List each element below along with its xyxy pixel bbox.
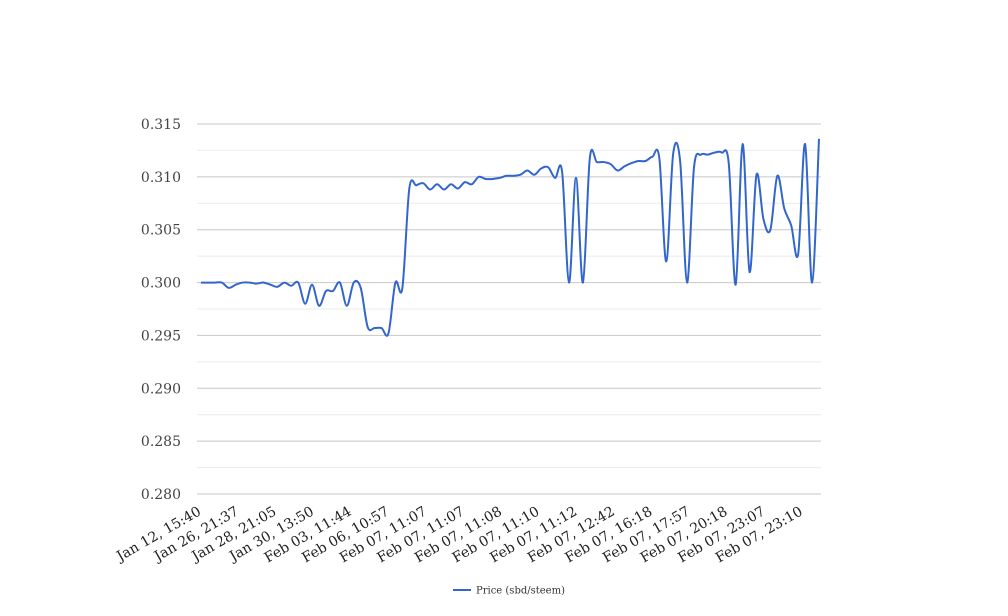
y-tick-label: 0.295 — [141, 328, 181, 344]
y-tick-label: 0.315 — [141, 117, 181, 133]
legend-label-price: Price (sbd/steem) — [476, 586, 565, 597]
y-tick-label: 0.280 — [141, 487, 181, 503]
legend: Price (sbd/steem) — [453, 586, 565, 597]
y-axis: 0.280 0.285 0.290 0.295 0.300 0.305 0.310 0.315 — [141, 117, 181, 503]
y-tick-label: 0.300 — [141, 276, 181, 292]
y-tick-label: 0.290 — [141, 381, 181, 397]
y-tick-label: 0.310 — [141, 170, 181, 186]
y-tick-label: 0.285 — [141, 434, 181, 450]
y-tick-label: 0.305 — [141, 223, 181, 239]
series-line-price — [201, 138, 820, 337]
series-layer — [201, 138, 820, 337]
gridlines — [197, 123, 821, 495]
